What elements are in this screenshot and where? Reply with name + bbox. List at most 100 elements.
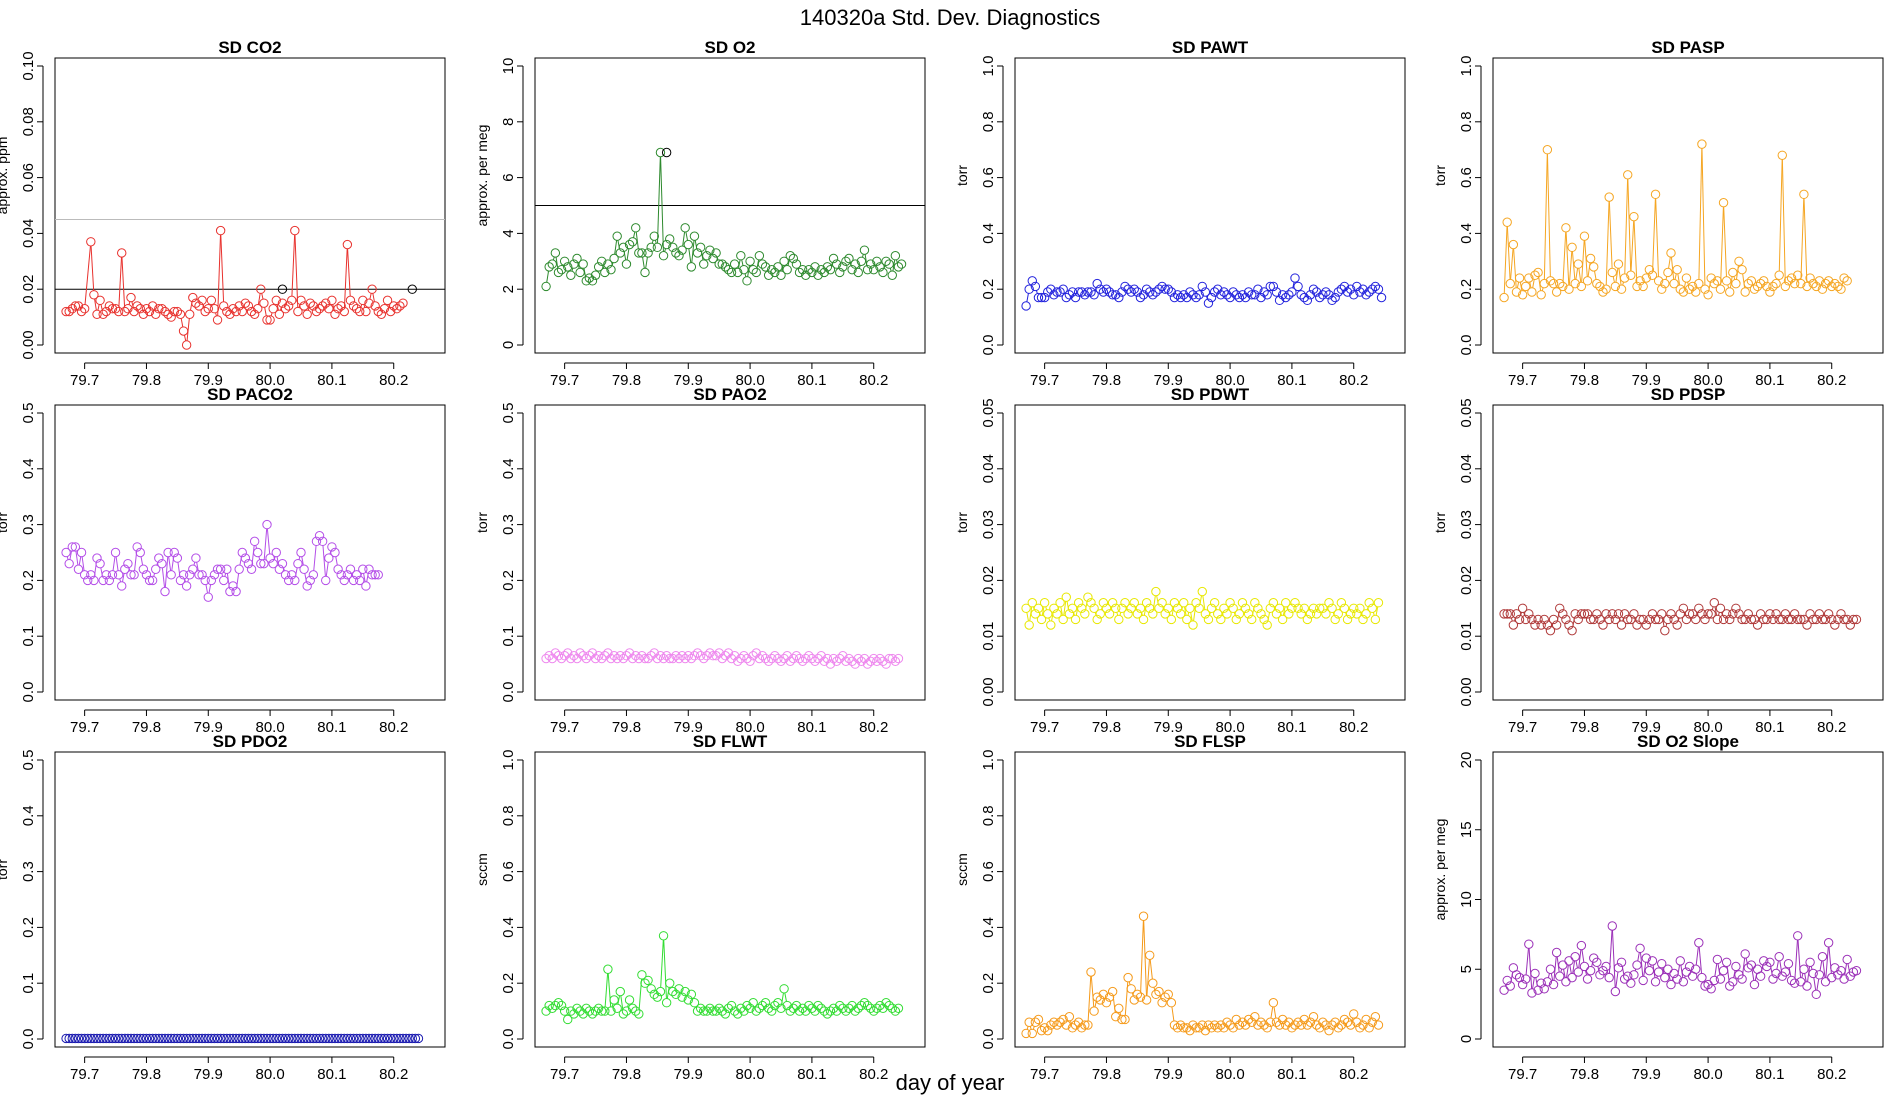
data-point	[370, 1033, 380, 1044]
data-point	[890, 656, 901, 667]
data-point	[1536, 978, 1546, 988]
data-point	[1052, 1020, 1062, 1030]
series-segment	[121, 257, 126, 308]
data-point	[1715, 974, 1726, 984]
data-point	[1805, 273, 1815, 283]
series-segment	[1751, 969, 1755, 981]
series-segment	[1026, 293, 1029, 302]
data-point	[869, 1006, 879, 1016]
data-point	[1163, 989, 1173, 1000]
x-tick-label: 80.2	[1817, 719, 1846, 736]
data-point	[729, 651, 740, 661]
data-point	[259, 558, 269, 569]
data-point	[1808, 614, 1818, 625]
data-point	[246, 564, 257, 574]
data-point	[767, 264, 777, 275]
data-point	[1148, 609, 1158, 619]
data-point	[1089, 603, 1099, 613]
series-segment	[153, 573, 156, 577]
data-point	[1542, 620, 1553, 630]
data-point	[243, 558, 254, 569]
data-point	[1712, 614, 1723, 625]
series-segment	[1565, 231, 1570, 286]
y-tick-label: 0.10	[20, 51, 37, 80]
data-point	[1632, 281, 1642, 292]
data-point	[1237, 1017, 1248, 1027]
data-point	[1533, 267, 1543, 278]
data-point	[141, 570, 152, 580]
data-point	[1373, 284, 1384, 294]
data-point	[274, 1033, 285, 1044]
data-point	[1715, 284, 1726, 294]
data-point	[1728, 977, 1738, 987]
series-segment	[1202, 595, 1206, 610]
data-point	[1660, 972, 1670, 983]
data-point	[862, 264, 873, 275]
data-point	[151, 309, 161, 320]
data-point	[1324, 290, 1334, 300]
data-point	[290, 225, 300, 236]
data-point	[262, 1033, 272, 1044]
data-point	[73, 301, 84, 311]
data-point	[1771, 968, 1781, 979]
y-tick-label: 0.01	[1458, 622, 1475, 651]
data-point	[556, 264, 567, 275]
data-point	[739, 1006, 749, 1016]
data-point	[1077, 287, 1087, 297]
data-point	[618, 1009, 629, 1019]
y-tick-label: 20	[1458, 752, 1475, 769]
data-point	[151, 1033, 161, 1044]
data-point	[1364, 287, 1374, 297]
data-point	[1545, 964, 1556, 974]
series-segment	[744, 273, 747, 277]
data-point	[770, 1000, 780, 1011]
series-segment	[546, 270, 550, 283]
data-point	[1027, 598, 1037, 608]
data-point	[1836, 965, 1846, 976]
data-point	[157, 304, 167, 314]
data-point	[1355, 1023, 1365, 1033]
data-point	[1793, 270, 1803, 280]
data-point	[627, 653, 638, 664]
data-point	[1064, 290, 1075, 300]
data-point	[345, 1033, 356, 1044]
data-point	[603, 964, 613, 974]
x-tick-label: 80.0	[255, 372, 284, 389]
data-point	[1095, 995, 1105, 1005]
y-axis-label: sccm	[954, 853, 970, 886]
data-point	[729, 259, 740, 269]
data-point	[1073, 1017, 1084, 1027]
data-point	[1505, 278, 1515, 289]
x-tick-label: 80.0	[735, 1066, 764, 1083]
data-point	[1342, 1017, 1353, 1027]
data-point	[1589, 262, 1599, 272]
series-segment	[1532, 977, 1535, 989]
data-point	[86, 1033, 96, 1044]
data-point	[578, 259, 588, 269]
data-point	[1721, 957, 1732, 967]
data-point	[1672, 620, 1682, 630]
data-point	[547, 653, 557, 664]
series-segment	[258, 556, 261, 560]
data-point	[280, 570, 291, 580]
data-point	[92, 553, 102, 563]
series-segment	[1698, 946, 1703, 974]
y-tick-label: 4	[500, 229, 517, 237]
x-tick-label: 80.2	[1817, 372, 1846, 389]
data-point	[1330, 614, 1340, 625]
data-point	[1647, 609, 1658, 619]
data-point	[1718, 614, 1729, 625]
data-point	[1604, 972, 1614, 983]
data-point	[1185, 603, 1195, 613]
x-tick-label: 79.8	[1570, 372, 1599, 389]
data-point	[120, 306, 130, 317]
data-point	[1811, 989, 1821, 1000]
data-point	[1666, 979, 1676, 990]
x-tick-label: 79.8	[1570, 1066, 1599, 1083]
data-point	[1740, 287, 1750, 297]
y-tick-label: 0.0	[500, 1029, 517, 1050]
x-tick-label: 79.8	[1092, 1066, 1121, 1083]
data-point	[748, 651, 758, 661]
data-point	[1805, 957, 1815, 967]
data-point	[234, 301, 244, 311]
